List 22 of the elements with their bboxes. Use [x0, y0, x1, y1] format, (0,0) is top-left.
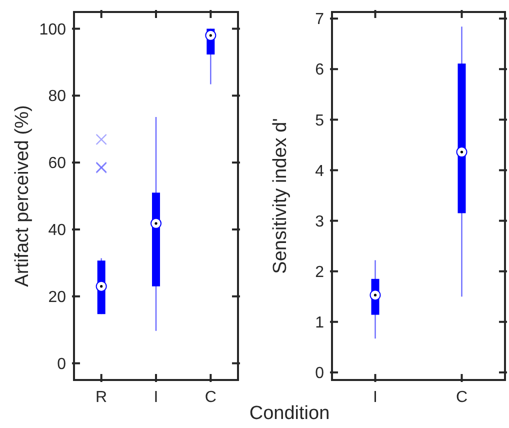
y-tick-label: 1 [315, 314, 324, 332]
y-tick-label: 40 [48, 222, 66, 240]
y-tick-label: 100 [39, 21, 66, 38]
y-tick-label: 6 [315, 62, 324, 79]
y-axis-title: Artifact perceived (%) [12, 105, 33, 287]
x-tick-label: I [154, 389, 158, 406]
y-tick-label: 0 [315, 365, 324, 382]
y-tick-label: 3 [315, 213, 324, 230]
y-tick-label: 2 [315, 264, 324, 281]
y-tick-label: 4 [315, 162, 324, 180]
y-tick-label: 60 [48, 155, 66, 172]
x-tick-label: C [204, 389, 216, 406]
y-tick-label: 80 [48, 88, 66, 106]
x-tick-label: I [373, 389, 378, 406]
y-tick-label: 20 [48, 288, 66, 306]
x-tick-label: R [96, 389, 108, 406]
x-axis-title: Condition [249, 403, 330, 424]
y-tick-label: 5 [315, 112, 324, 130]
y-axis-title: Sensitivity index d' [270, 118, 291, 274]
x-tick-label: C [456, 389, 468, 406]
y-tick-label: 0 [57, 356, 66, 373]
y-tick-label: 7 [315, 11, 324, 28]
